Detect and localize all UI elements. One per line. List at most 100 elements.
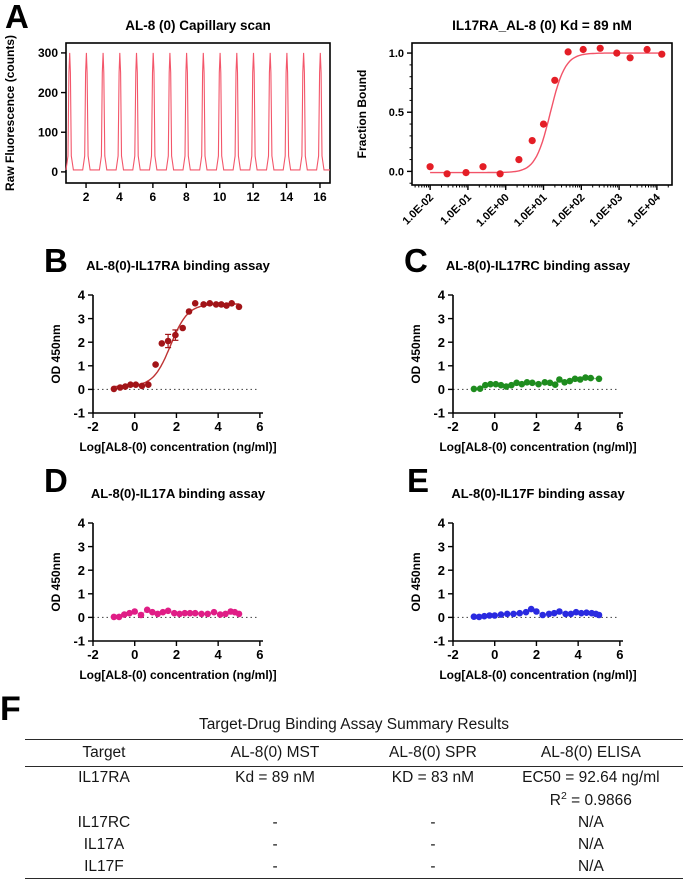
- panel-label-d: D: [44, 462, 68, 499]
- y-axis-label: OD 450nm: [409, 324, 423, 383]
- data-point: [578, 609, 585, 617]
- data-point: [556, 376, 563, 383]
- x-tick-label: 10: [213, 190, 227, 204]
- data-point: [228, 300, 235, 307]
- y-axis-label: OD 450nm: [49, 552, 63, 611]
- table-title: Target-Drug Binding Assay Summary Result…: [25, 714, 683, 740]
- y-tick-label: -1: [433, 406, 445, 421]
- y-tick-label: -1: [433, 634, 445, 649]
- table-cell: -: [430, 814, 436, 832]
- data-point: [210, 608, 218, 616]
- y-tick-label: 0: [78, 610, 85, 625]
- data-point: [529, 379, 536, 387]
- data-point: [497, 611, 505, 618]
- chart-title: IL17RA_AL-8 (0) Kd = 89 nM: [452, 18, 632, 33]
- y-tick-label: 200: [38, 86, 58, 100]
- table-cell: N/A: [577, 836, 604, 854]
- data-point: [571, 375, 579, 383]
- y-tick-label: 1: [438, 586, 445, 601]
- data-point: [487, 380, 494, 388]
- data-point: [523, 379, 531, 386]
- x-axis-label: Log[AL8-(0) concentration (ng/ml)]: [79, 440, 276, 454]
- y-tick-label: 3: [78, 311, 85, 326]
- data-point: [462, 169, 470, 177]
- x-tick-label: 1.0E+01: [512, 192, 550, 230]
- table-row: IL17RA Kd = 89 nM KD = 83 nM EC50 = 92.64 n…: [25, 767, 683, 813]
- panel-label-a: A: [5, 0, 29, 35]
- data-point: [127, 381, 134, 388]
- data-point: [443, 170, 451, 178]
- panel-label-b: B: [44, 242, 68, 279]
- x-tick-label: 0: [491, 647, 498, 662]
- x-tick-label: 16: [313, 190, 327, 204]
- data-point: [198, 610, 205, 618]
- elisa-il17a-chart: AL-8(0)-IL17A binding assay -2 0 2 4 6 -1 0 1 2 3 4…: [40, 474, 360, 695]
- data-point: [115, 613, 123, 621]
- elisa-il17f-chart: AL-8(0)-IL17F binding assay -2 0 2 4 6 -1 0 1 2 3 4…: [400, 474, 685, 695]
- x-axis-label: Log[AL8-(0) concentration (ng/ml)]: [439, 440, 636, 454]
- y-tick-label: 4: [438, 516, 446, 531]
- data-point: [508, 381, 515, 389]
- data-point: [121, 611, 128, 618]
- data-point: [218, 301, 225, 308]
- data-point: [137, 611, 145, 619]
- data-point: [186, 609, 194, 617]
- y-tick-label: 0: [51, 165, 58, 179]
- y-tick-label: 0: [78, 382, 85, 397]
- data-point: [491, 612, 498, 619]
- data-point: [143, 606, 151, 614]
- capillary-trace: [65, 52, 330, 171]
- y-tick-label: 2: [78, 563, 85, 578]
- x-tick-label: 4: [215, 647, 223, 662]
- data-point: [158, 340, 166, 347]
- table-cell: IL17F: [84, 858, 124, 876]
- table-cell: -: [430, 836, 436, 854]
- x-tick-label: -2: [447, 647, 459, 662]
- y-tick-label: 4: [78, 516, 86, 531]
- table-header-cell: Target: [25, 740, 183, 767]
- data-point: [539, 120, 548, 128]
- x-tick-label: 1.0E-01: [438, 192, 474, 228]
- y-tick-label: 3: [438, 539, 445, 554]
- mst-binding-chart: IL17RA_AL-8 (0) Kd = 89 nM 1.0E-02 1.0E-01…: [340, 0, 685, 245]
- y-tick-label: 0: [438, 382, 445, 397]
- data-point: [562, 610, 569, 618]
- data-point: [541, 379, 549, 386]
- y-tick-label: 1: [78, 586, 85, 601]
- data-point: [152, 361, 159, 368]
- panel-label-f: F: [0, 690, 21, 728]
- data-point: [200, 301, 207, 308]
- table-cell: -: [430, 858, 436, 876]
- y-tick-label: 3: [78, 539, 85, 554]
- table-cell: IL17RA: [78, 769, 130, 786]
- x-tick-label: 6: [616, 419, 623, 434]
- data-point: [176, 610, 183, 618]
- data-point: [545, 610, 553, 618]
- x-tick-label: 1.0E+03: [588, 192, 626, 230]
- y-tick-label: 4: [438, 288, 446, 303]
- data-point: [138, 382, 146, 390]
- data-point: [159, 608, 167, 616]
- y-tick-label: 100: [38, 126, 58, 140]
- elisa-il17f-svg: AL-8(0)-IL17F binding assay -2 0 2 4 6 -1 0 1 2 3 4…: [409, 486, 637, 682]
- data-point: [613, 49, 621, 57]
- elisa-il17a-svg: AL-8(0)-IL17A binding assay -2 0 2 4 6 -1 0 1 2 3 4…: [49, 486, 277, 682]
- data-point: [172, 331, 179, 339]
- data-point: [171, 609, 178, 617]
- table-cell: EC50 = 92.64 ng/ml R2 = 0.9866: [499, 767, 683, 813]
- data-point: [191, 300, 199, 307]
- x-tick-label: 6: [256, 419, 263, 434]
- data-point: [132, 381, 140, 388]
- x-tick-label: 1.0E+04: [625, 191, 663, 229]
- data-point: [626, 54, 634, 62]
- data-point: [587, 374, 594, 382]
- data-point: [513, 379, 520, 387]
- panel-label-c: C: [404, 242, 428, 279]
- data-point: [643, 45, 651, 54]
- x-tick-label: 4: [215, 419, 223, 434]
- data-point: [515, 156, 523, 164]
- x-tick-label: 2: [533, 419, 540, 434]
- table-cell: Kd = 89 nM: [235, 769, 315, 786]
- capillary-scan-chart: AL-8 (0) Capillary scan 2 4 6 8 10 12 14 16 0 100 2…: [0, 0, 345, 217]
- data-point: [567, 610, 575, 618]
